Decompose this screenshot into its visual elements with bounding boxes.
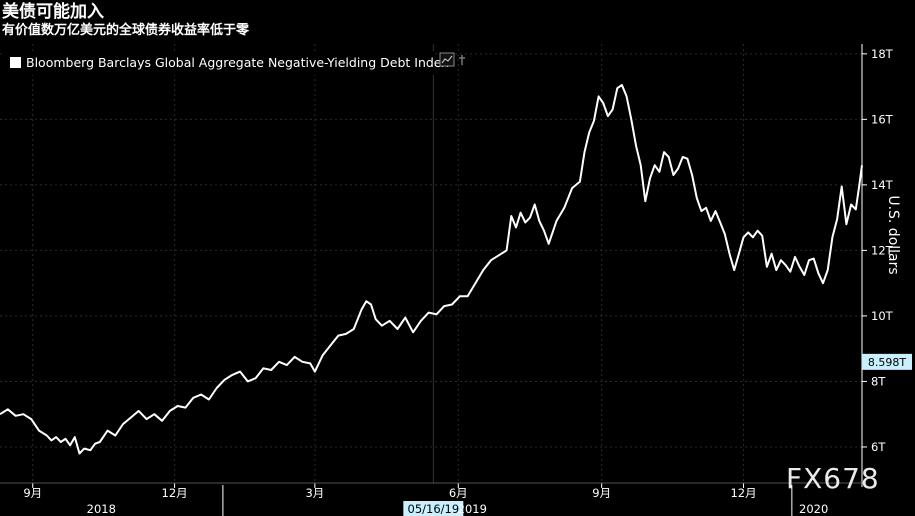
chart-title: 美债可能加入 xyxy=(2,2,104,22)
chart-type-icon-glyph xyxy=(441,55,453,64)
y-tick-label: 14T xyxy=(871,178,894,192)
chart-tools[interactable] xyxy=(439,52,469,70)
last-value-label: 8.598T xyxy=(868,356,906,369)
chart-subtitle: 有价值数万亿美元的全球债券收益率低于零 xyxy=(2,23,250,38)
chart-type-icon[interactable] xyxy=(439,52,455,67)
x-month-label: 12月 xyxy=(162,486,188,500)
y-tick-label: 6T xyxy=(871,440,886,454)
date-marker-label: 05/16/19 xyxy=(408,502,460,516)
x-year-label: 2020 xyxy=(799,502,828,516)
y-tick-label: 10T xyxy=(871,309,894,323)
x-month-label: 9月 xyxy=(592,486,611,500)
watermark: FX678 xyxy=(786,462,880,495)
x-year-label: 2018 xyxy=(87,502,116,516)
y-axis-label: U.S. dollars xyxy=(885,195,901,275)
x-axis: 9月 12月 3月 6月 9月 12月 2018 2019 2020 xyxy=(0,482,862,516)
y-tick-label: 18T xyxy=(871,47,894,61)
legend-swatch xyxy=(10,57,21,68)
x-month-label: 12月 xyxy=(730,486,756,500)
last-value-badge xyxy=(862,353,912,370)
legend-label: Bloomberg Barclays Global Aggregate Nega… xyxy=(26,55,449,70)
date-marker-badge xyxy=(403,501,464,516)
y-tick-label: 16T xyxy=(871,112,894,126)
y-tick-label: 8T xyxy=(871,374,886,388)
date-marker-layer: 05/16/19 xyxy=(403,44,464,516)
x-year-label: 2019 xyxy=(458,502,487,516)
x-month-label: 6月 xyxy=(449,486,468,500)
x-month-label: 3月 xyxy=(305,486,324,500)
series-line xyxy=(0,84,863,455)
legend: Bloomberg Barclays Global Aggregate Nega… xyxy=(3,51,449,75)
y-axis: 6T 8T 10T 12T 14T 16T 18T 8.598T xyxy=(861,44,912,487)
y-tick-label: 12T xyxy=(871,243,894,257)
x-month-label: 9月 xyxy=(23,486,42,500)
series-layer xyxy=(0,84,863,455)
